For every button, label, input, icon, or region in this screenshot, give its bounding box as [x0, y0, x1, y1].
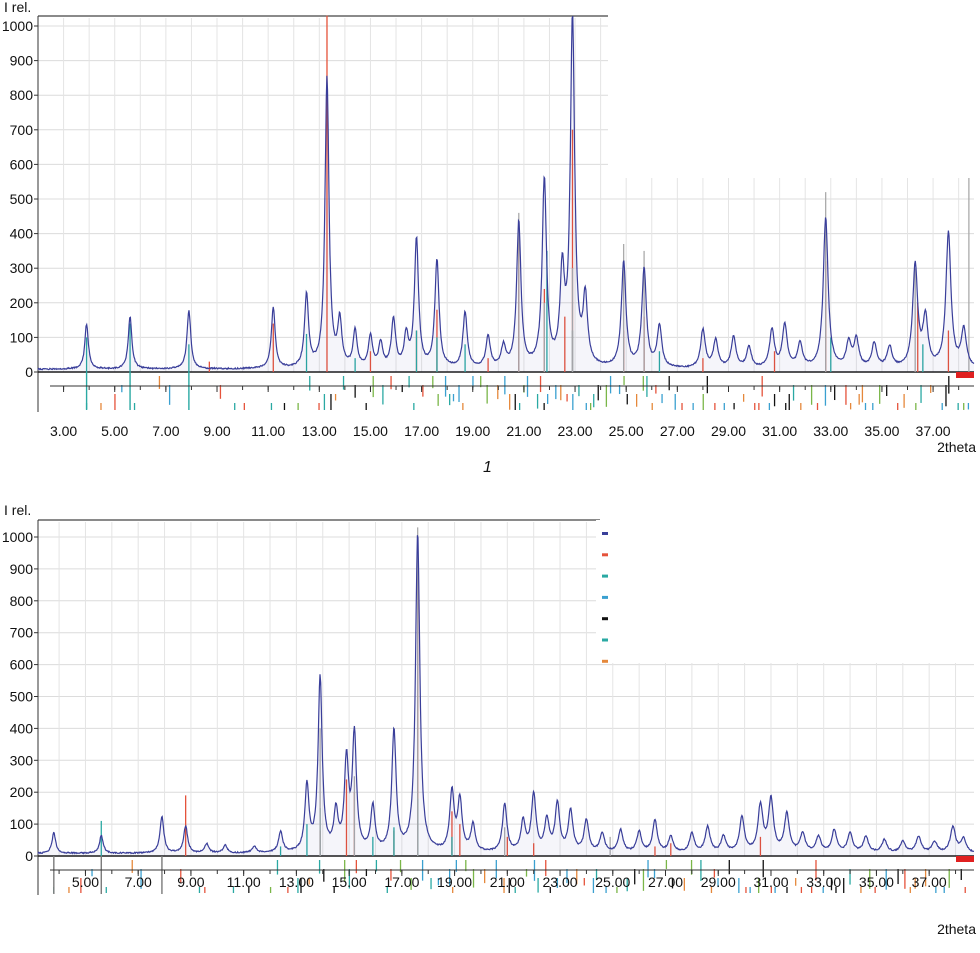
x-tick-label: 23.00: [543, 874, 578, 890]
x-tick-label: 9.00: [203, 423, 230, 439]
y-tick-label: 800: [10, 593, 34, 609]
x-tick-label: 3.00: [50, 423, 77, 439]
legend-swatch: [602, 638, 608, 642]
x-tick-label: 13.00: [279, 874, 314, 890]
xrd-pattern-panel-2: 0 100 200 300 400 500 600 700 800 900 1000 I rel. 5.…: [2, 502, 980, 937]
y-tick-label: 500: [10, 191, 34, 207]
y-axis-label: I rel.: [4, 502, 31, 518]
y-tick-label: 200: [10, 784, 34, 800]
x-tick-label: 11.00: [251, 423, 285, 439]
x-tick-label: 23.00: [558, 423, 593, 439]
reflection-markers: [85, 372, 970, 410]
x-axis-label: 2theta: [937, 439, 976, 455]
x-tick-label: 33.00: [813, 423, 848, 439]
y-tick-label: 0: [25, 848, 33, 864]
y-tick-label: 900: [10, 53, 34, 69]
x-tick-label: 15.00: [353, 423, 388, 439]
y-tick-label: 400: [10, 226, 34, 242]
legend-swatch: [602, 659, 608, 663]
end-marker: [956, 372, 974, 378]
x-tick-label: 11.00: [227, 874, 261, 890]
y-tick-label: 800: [10, 87, 34, 103]
y-tick-label: 500: [10, 689, 34, 705]
x-tick-label: 27.00: [660, 423, 695, 439]
x-tick-label: 35.00: [864, 423, 899, 439]
x-tick-label: 5.00: [101, 423, 128, 439]
x-tick-label: 5.00: [72, 874, 99, 890]
y-tick-label: 300: [10, 260, 34, 276]
x-tick-label: 13.00: [302, 423, 337, 439]
x-tick-label: 35.00: [859, 874, 894, 890]
x-tick-label: 15.00: [332, 874, 367, 890]
figure-caption: 1: [483, 459, 492, 476]
legend-swatch: [602, 532, 608, 535]
x-tick-label: 31.00: [762, 423, 797, 439]
x-tick-label: 37.00: [912, 874, 947, 890]
x-tick-label: 19.00: [455, 423, 490, 439]
x-tick-label: 21.00: [506, 423, 541, 439]
x-tick-label: 17.00: [384, 874, 419, 890]
y-tick-label: 1000: [2, 529, 33, 545]
y-tick-label: 700: [10, 625, 34, 641]
profile-curve: [37, 535, 975, 855]
profile-curve: [37, 16, 975, 371]
legend-swatch: [602, 553, 608, 557]
x-tick-label: 21.00: [490, 874, 525, 890]
x-tick-label: 29.00: [711, 423, 746, 439]
end-marker: [956, 856, 974, 862]
blank-area: [608, 0, 980, 178]
y-tick-label: 100: [10, 329, 34, 345]
x-tick-label: 7.00: [125, 874, 152, 890]
x-tick-label: 25.00: [595, 874, 630, 890]
x-tick-label: 27.00: [648, 874, 683, 890]
y-tick-label: 400: [10, 720, 34, 736]
x-tick-label: 19.00: [437, 874, 472, 890]
y-tick-label: 700: [10, 122, 34, 138]
x-tick-label: 7.00: [152, 423, 179, 439]
legend-swatch: [602, 595, 608, 599]
y-axis-label: I rel.: [4, 0, 31, 15]
profile-fill: [38, 16, 974, 373]
x-tick-label: 37.00: [916, 423, 951, 439]
x-tick-label: 33.00: [806, 874, 841, 890]
y-tick-label: 900: [10, 561, 34, 577]
x-axis-label: 2theta: [937, 921, 976, 937]
y-tick-label: 600: [10, 657, 34, 673]
y-tick-label: 0: [25, 364, 33, 380]
y-tick-label: 1000: [2, 18, 33, 34]
y-tick-label: 100: [10, 816, 34, 832]
reference-sticks: [319, 527, 611, 856]
legend-box: [596, 520, 980, 663]
x-tick-label: 31.00: [753, 874, 788, 890]
y-tick-label: 200: [10, 295, 34, 311]
y-tick-label: 600: [10, 156, 34, 172]
x-tick-label: 17.00: [404, 423, 439, 439]
legend-swatch: [602, 617, 608, 621]
legend-swatch: [602, 574, 608, 578]
x-tick-label: 25.00: [609, 423, 644, 439]
y-tick-label: 300: [10, 752, 34, 768]
x-tick-label: 9.00: [177, 874, 204, 890]
xrd-pattern-panel-1: 0 100 200 300 400 500 600 700 800 900 1000 I rel. 3.…: [2, 0, 980, 476]
x-tick-label: 29.00: [701, 874, 736, 890]
